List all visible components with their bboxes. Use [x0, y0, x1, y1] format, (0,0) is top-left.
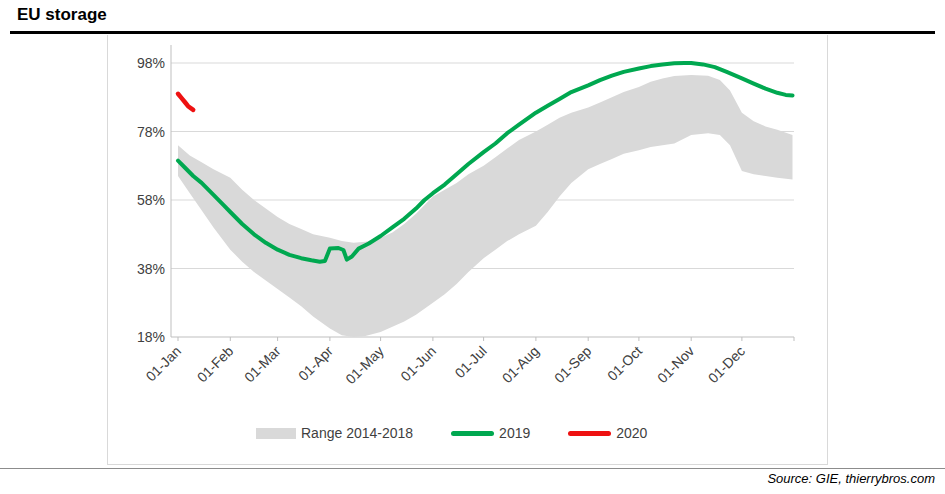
- x-tick-label-01-apr: 01-Apr: [295, 343, 336, 384]
- chart-legend: Range 2014-2018 2019 2020: [256, 425, 647, 441]
- x-tick-label-01-feb: 01-Feb: [194, 343, 237, 386]
- x-tick-label-01-sep: 01-Sep: [551, 343, 594, 386]
- range-swatch: [256, 428, 296, 439]
- x-tick-label-01-jul: 01-Jul: [451, 343, 489, 381]
- legend-label-2019: 2019: [499, 425, 530, 441]
- y-tick-label-78: 78%: [137, 124, 165, 140]
- page-title: EU storage: [17, 5, 107, 25]
- x-tick-label-01-jun: 01-Jun: [397, 343, 439, 385]
- x-tick-label-01-nov: 01-Nov: [654, 343, 697, 386]
- x-tick-label-01-dec: 01-Dec: [705, 343, 748, 386]
- legend-label-2020: 2020: [616, 425, 647, 441]
- legend-label-range: Range 2014-2018: [301, 425, 413, 441]
- x-tick-label-01-may: 01-May: [342, 343, 386, 387]
- x-tick-label-01-oct: 01-Oct: [604, 343, 645, 384]
- line-2019-swatch: [451, 431, 494, 436]
- storage-chart-svg: 01-Jan01-Feb01-Mar 01-Apr01-May 01-Jun 01-J…: [108, 35, 827, 463]
- series-2020-line: [178, 94, 193, 110]
- x-tick-label-01-aug: 01-Aug: [499, 343, 542, 386]
- y-tick-label-98: 98%: [137, 55, 165, 71]
- legend-item-2020: 2020: [568, 425, 647, 441]
- footer-separator: [0, 468, 945, 469]
- x-tick-label-01-mar: 01-Mar: [241, 343, 284, 386]
- x-tick-label-01-jan: 01-Jan: [143, 343, 185, 385]
- title-underline: [10, 31, 935, 34]
- legend-item-2019: 2019: [451, 425, 530, 441]
- source-text: Source: GIE, thierrybros.com: [767, 471, 935, 486]
- chart-frame: 01-Jan01-Feb01-Mar 01-Apr01-May 01-Jun 01-J…: [107, 35, 828, 465]
- y-tick-label-38: 38%: [137, 261, 165, 277]
- y-tick-label-58: 58%: [137, 192, 165, 208]
- legend-item-range: Range 2014-2018: [256, 425, 413, 441]
- y-tick-label-18: 18%: [137, 329, 165, 345]
- line-2020-swatch: [568, 431, 611, 436]
- range-band: [178, 75, 793, 337]
